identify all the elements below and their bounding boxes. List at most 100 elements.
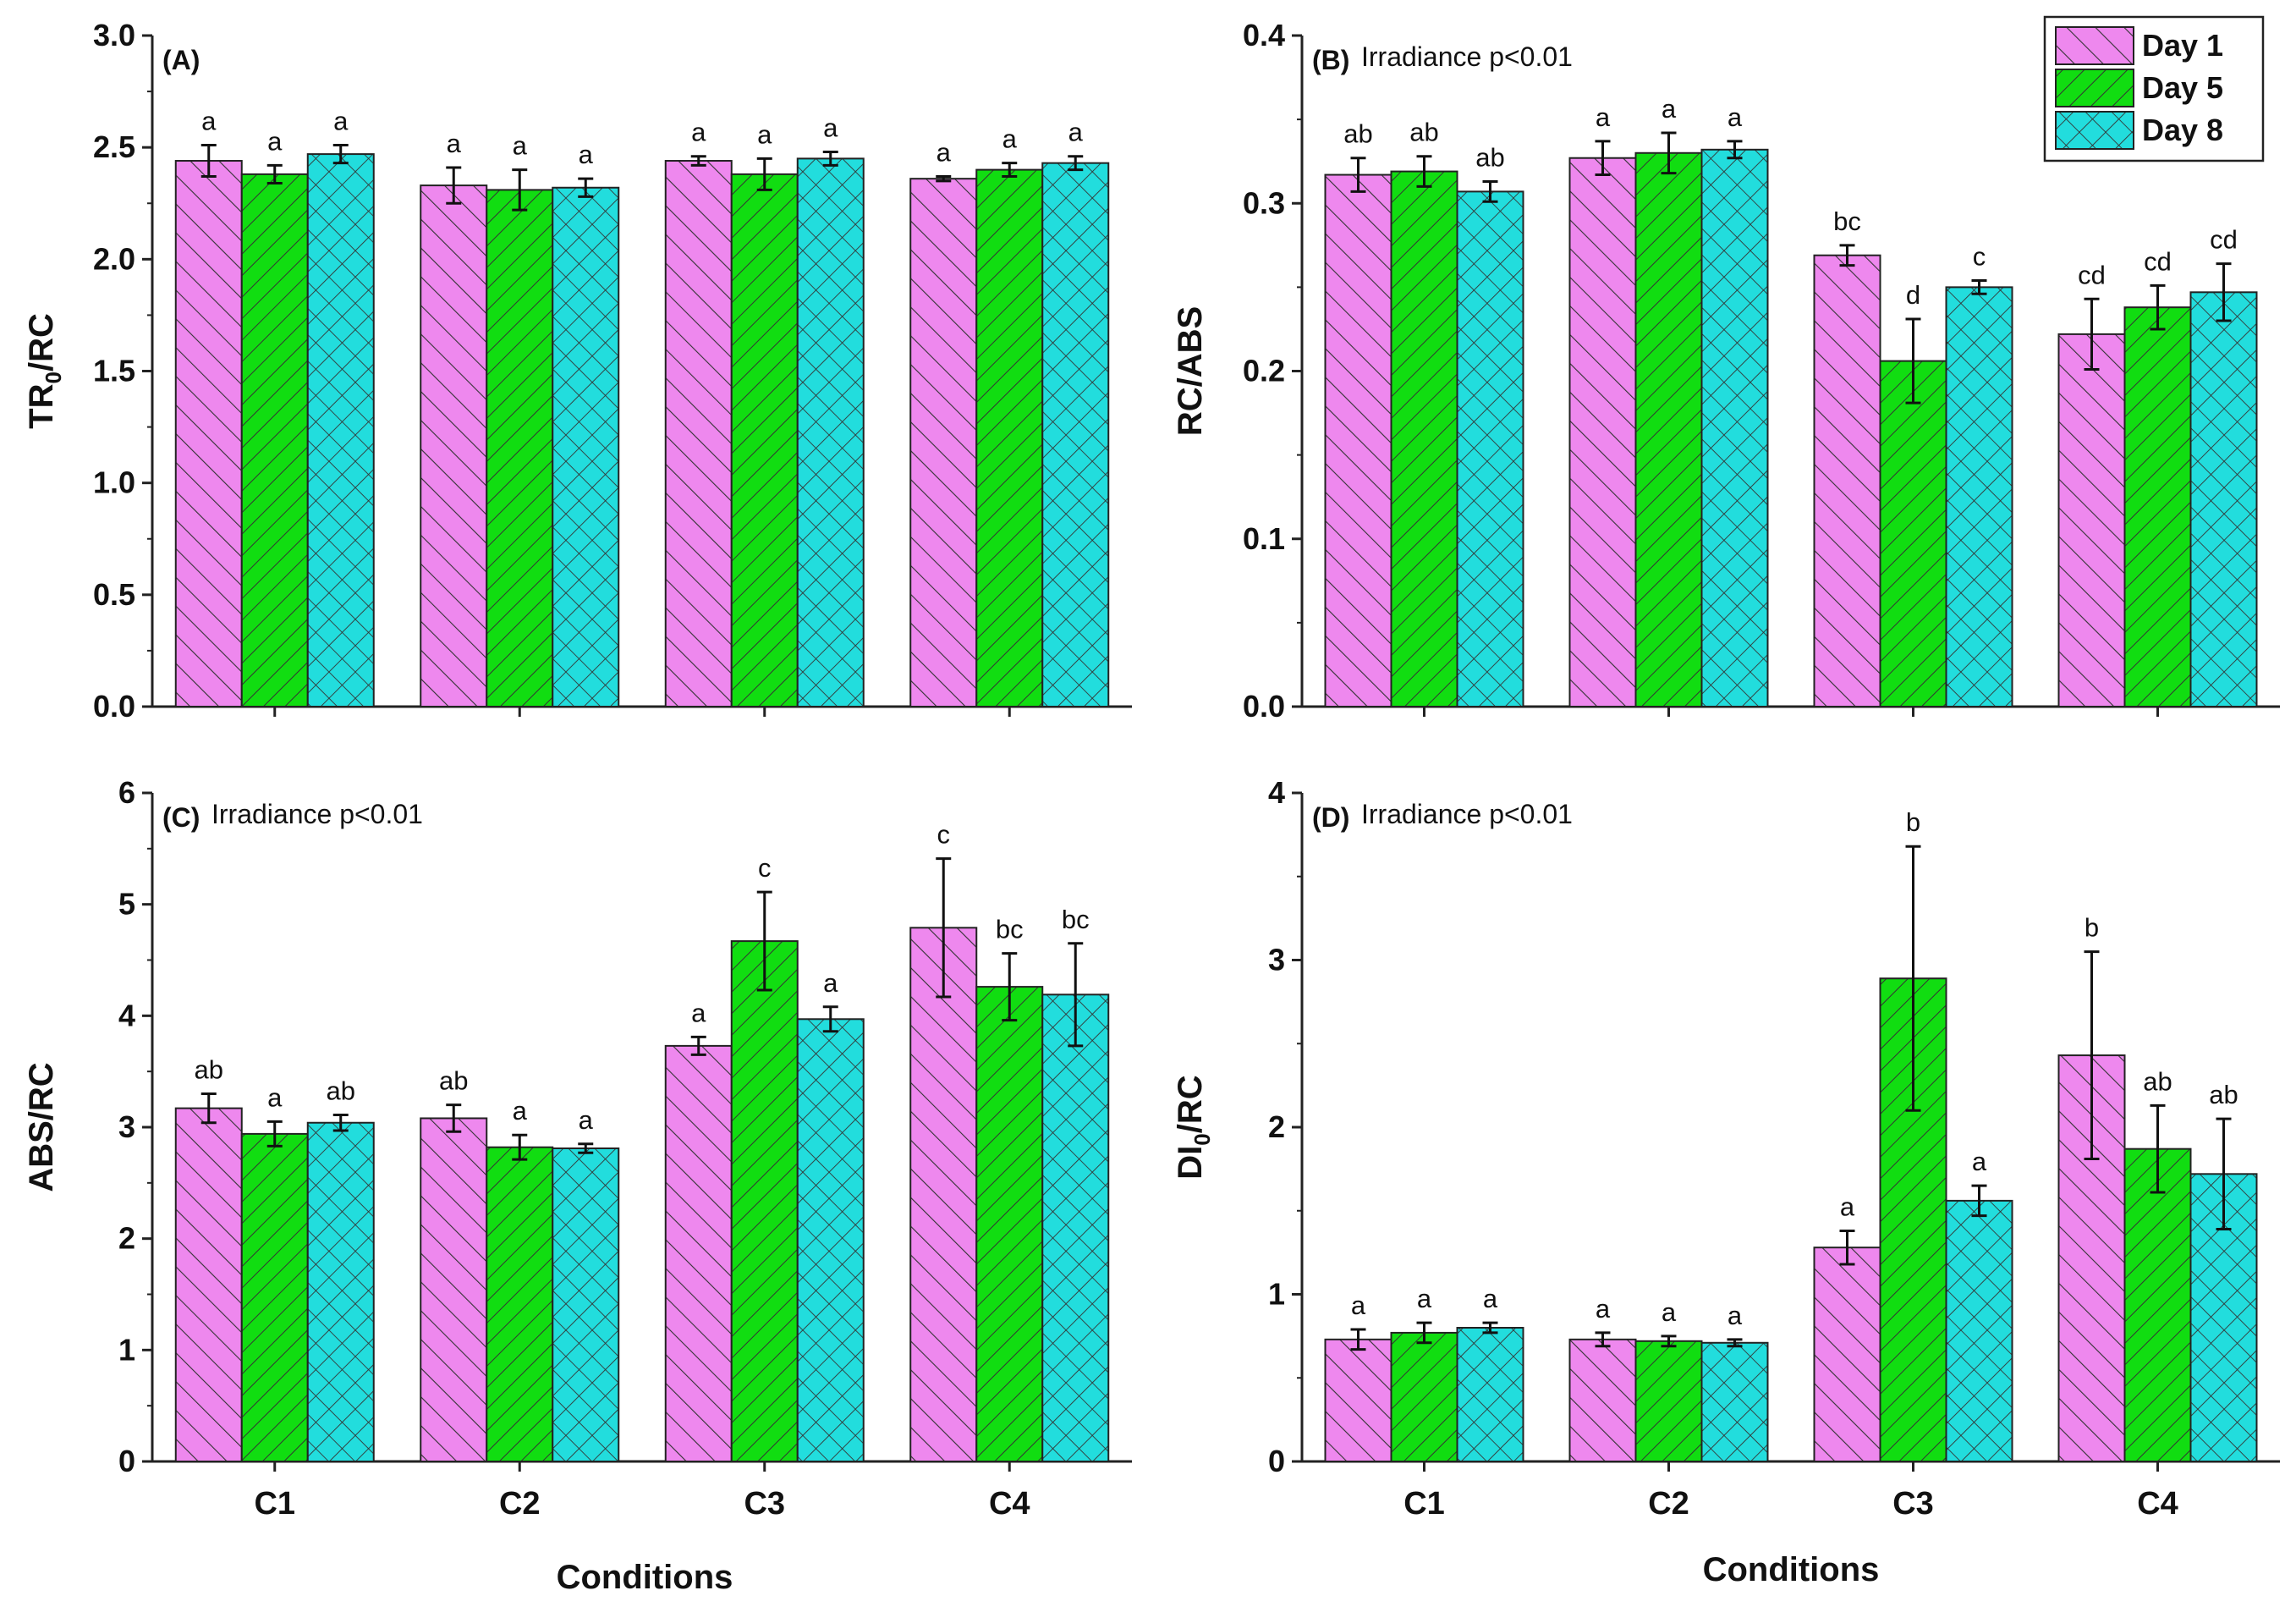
x-tick-label: C1 — [254, 1486, 295, 1522]
bar-day-5 — [1390, 170, 1458, 707]
significance-letter: ab — [2209, 1080, 2238, 1109]
y-tick-label: 2.5 — [93, 129, 135, 164]
bar-day-5 — [240, 1132, 309, 1463]
bar-day-8 — [552, 1147, 620, 1463]
legend-swatch — [2055, 26, 2134, 65]
x-tick-label: C3 — [744, 1486, 785, 1522]
y-tick-label: 0.4 — [1243, 18, 1285, 52]
significance-letter: a — [1662, 94, 1677, 124]
significance-letter: a — [1068, 118, 1084, 147]
y-tick-label: 0.3 — [1243, 185, 1285, 220]
significance-letter: a — [579, 140, 594, 169]
y-tick-label: 0 — [1268, 1444, 1285, 1478]
y-tick-label: 6 — [118, 775, 135, 810]
bar-day-5 — [975, 986, 1044, 1462]
significance-letter: a — [937, 138, 952, 168]
bar-day-5 — [1634, 151, 1703, 707]
significance-letter: a — [1662, 1297, 1677, 1327]
y-axis-label: TR0/RC — [23, 313, 66, 429]
y-tick-label: 4 — [118, 998, 135, 1032]
significance-letter: c — [937, 820, 951, 850]
significance-letter: cd — [2078, 260, 2106, 289]
significance-letter: c — [758, 853, 772, 883]
y-tick-label: 0.1 — [1243, 521, 1285, 556]
significance-annotation: Irradiance p<0.01 — [211, 799, 423, 829]
bar-day-8 — [796, 1018, 865, 1462]
bar-day-1 — [1324, 1338, 1392, 1462]
panel-2: 0.0 0.1 0.2 0.3 0.4 RC/ABS (B) Irradiance p<0.0… — [1172, 18, 2280, 724]
panel-label: (D) — [1312, 802, 1349, 833]
significance-letter: a — [1596, 102, 1611, 132]
significance-letter: a — [757, 119, 772, 149]
bar-day-1 — [1568, 1338, 1637, 1462]
legend-swatch — [2055, 69, 2134, 107]
y-tick-label: 0 — [118, 1444, 135, 1478]
panel-label: (A) — [162, 45, 200, 75]
significance-letter: a — [201, 107, 217, 136]
x-tick-label: C3 — [1892, 1486, 1934, 1522]
significance-letter: ab — [327, 1076, 355, 1106]
y-tick-label: 3 — [1268, 943, 1285, 977]
significance-annotation: Irradiance p<0.01 — [1361, 799, 1573, 829]
bar-day-5 — [730, 173, 799, 708]
y-tick-label: 0.5 — [93, 577, 135, 612]
panels-root: 0.0 0.5 1.0 1.5 2.0 2.5 3.0 TR0/RC (A) a a a a a a a a a a… — [23, 15, 2280, 1596]
legend-swatch — [2055, 111, 2134, 150]
panel-1: 0.0 0.5 1.0 1.5 2.0 2.5 3.0 TR0/RC (A) a a a a a a a a a a… — [23, 18, 1132, 724]
y-tick-label: 1 — [1268, 1277, 1285, 1312]
bar-day-5 — [1390, 1331, 1458, 1463]
bar-day-1 — [1568, 157, 1637, 708]
x-tick-label: C2 — [1648, 1486, 1689, 1522]
significance-letter: a — [823, 968, 838, 998]
significance-letter: bc — [1833, 206, 1861, 236]
bar-day-1 — [909, 178, 978, 707]
bar-day-8 — [552, 186, 620, 708]
y-tick-label: 0.0 — [93, 689, 135, 724]
bar-day-1 — [664, 160, 733, 707]
bar-day-8 — [796, 157, 865, 707]
significance-letter: c — [1973, 241, 1986, 271]
bar-day-1 — [420, 1117, 488, 1462]
panel-label: (B) — [1312, 45, 1349, 75]
bar-day-8 — [306, 153, 375, 707]
significance-letter: a — [1840, 1191, 1855, 1221]
y-axis-label: RC/ABS — [1172, 306, 1209, 436]
significance-letter: a — [447, 129, 462, 158]
y-tick-label: 1.0 — [93, 465, 135, 500]
y-tick-label: 1 — [118, 1332, 135, 1367]
bar-day-8 — [1456, 1327, 1524, 1462]
significance-letter: ab — [439, 1066, 468, 1096]
significance-letter: b — [2085, 913, 2099, 943]
bar-day-1 — [1813, 254, 1881, 707]
x-tick-label: C2 — [499, 1486, 541, 1522]
x-axis-title-right: Conditions — [1703, 1551, 1880, 1588]
bar-day-8 — [2189, 291, 2258, 707]
bar-day-5 — [1634, 1340, 1703, 1463]
bar-day-5 — [2123, 1147, 2192, 1463]
significance-annotation: Irradiance p<0.01 — [1361, 41, 1573, 72]
x-tick-label: C1 — [1403, 1486, 1445, 1522]
bar-day-5 — [730, 940, 799, 1463]
significance-letter: d — [1906, 280, 1920, 310]
bar-day-8 — [1945, 286, 2013, 707]
significance-letter: a — [823, 113, 838, 142]
bar-day-1 — [174, 1107, 243, 1463]
bar-day-1 — [909, 927, 978, 1462]
y-axis-label: DI0/RC — [1172, 1075, 1215, 1179]
bar-day-1 — [420, 184, 488, 707]
significance-letter: ab — [1475, 142, 1504, 172]
bar-day-8 — [1700, 148, 1769, 707]
bar-day-1 — [2057, 333, 2126, 707]
y-tick-label: 1.5 — [93, 354, 135, 388]
bar-day-5 — [486, 189, 554, 707]
bar-day-1 — [1324, 173, 1392, 708]
y-tick-label: 3 — [118, 1109, 135, 1144]
y-tick-label: 3.0 — [93, 18, 135, 52]
significance-letter: ab — [2143, 1066, 2172, 1096]
significance-letter: ab — [1409, 118, 1438, 147]
y-tick-label: 4 — [1268, 775, 1285, 810]
legend-label: Day 1 — [2142, 28, 2223, 63]
y-tick-label: 0.0 — [1243, 689, 1285, 724]
bar-day-1 — [174, 160, 243, 707]
